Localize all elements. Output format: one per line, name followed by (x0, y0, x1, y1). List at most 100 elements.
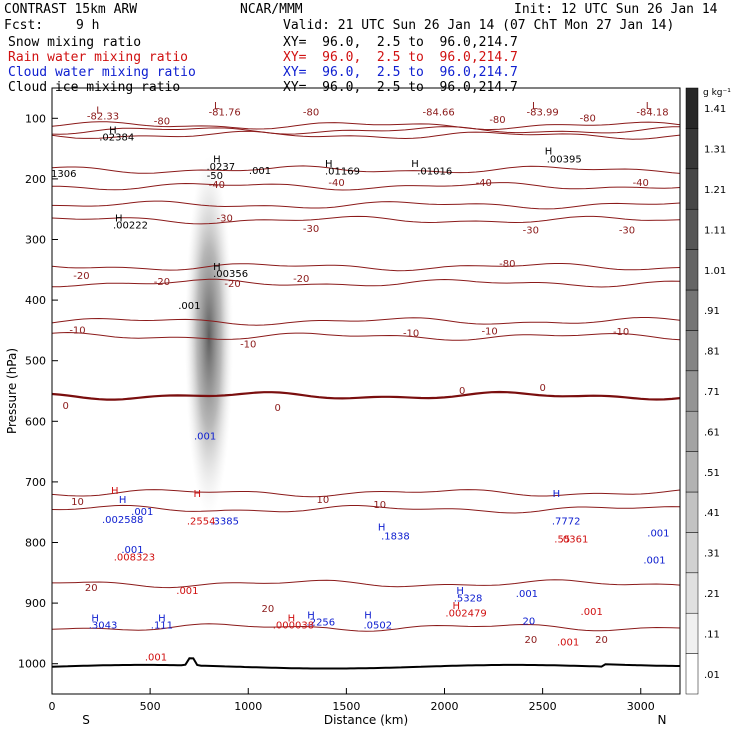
x-tick-label: 2500 (529, 700, 557, 713)
temperature-contour (52, 126, 680, 135)
contour-label: -80 (303, 107, 319, 118)
contour-label: .01016 (417, 167, 452, 178)
contour-label: -40 (633, 178, 649, 189)
field-xy-snow: XY= 96.0, 2.5 to 96.0,214.7 (283, 35, 518, 50)
y-tick-label: 900 (25, 597, 46, 610)
colorbar-level-label: .41 (704, 508, 720, 519)
contour-label: .001 (249, 166, 271, 177)
contour-label: H (111, 486, 119, 497)
model-center: NCAR/MMM (240, 2, 303, 17)
contour-label: 10 (373, 500, 386, 511)
contour-label: 20 (524, 635, 537, 646)
colorbar-segment (685, 128, 699, 170)
plot-title: CONTRAST 15km ARW (4, 2, 138, 17)
contour-label: H (553, 489, 561, 500)
contour-label: L (96, 105, 102, 116)
temperature-contour (52, 215, 680, 225)
forecast-hour: 9 h (76, 18, 100, 33)
y-axis-label: Pressure (hPa) (5, 348, 19, 434)
colorbar-segment (685, 330, 699, 372)
y-tick-label: 200 (25, 173, 46, 186)
temperature-contour (52, 182, 680, 191)
x-tick-label: 2000 (431, 700, 459, 713)
contour-label: -10 (240, 339, 256, 350)
contour-label: .001 (647, 528, 669, 539)
contour-label: .001 (194, 431, 216, 442)
contour-label: .001 (145, 653, 167, 664)
y-tick-label: 400 (25, 294, 46, 307)
contour-label: -81.76 (209, 107, 241, 118)
contour-label: .2554 (187, 516, 216, 527)
colorbar-level-label: .51 (704, 468, 720, 479)
contour-label: -10 (481, 327, 497, 338)
contour-label: .001 (121, 545, 143, 556)
colorbar-segment (685, 289, 699, 331)
y-tick-label: 100 (25, 112, 46, 125)
colorbar-level-label: 1.21 (704, 185, 726, 196)
contour-label: 0 (459, 386, 465, 397)
contour-label: .008323 (114, 553, 155, 564)
contour-label: -20 (154, 277, 170, 288)
contour-label: -50 (207, 171, 223, 182)
contour-label: .002588 (102, 515, 143, 526)
contour-label: -82.33 (87, 112, 119, 123)
surface-pressure-line (52, 657, 680, 670)
contour-label: .001 (178, 301, 200, 312)
contour-label: .2256 (307, 618, 336, 629)
contour-label: .002479 (445, 608, 486, 619)
contour-label: -20 (224, 279, 240, 290)
contour-label: H (288, 613, 296, 624)
contour-label: .000038 (273, 621, 314, 632)
south-label: S (82, 713, 90, 727)
contour-label: H (456, 586, 464, 597)
contour-label: H (109, 125, 117, 136)
contour-label: -30 (619, 225, 635, 236)
contour-label: -10 (403, 328, 419, 339)
contour-label: -80 (499, 259, 515, 270)
contour-label: .111 (151, 621, 173, 632)
contour-label: 10 (316, 495, 329, 506)
colorbar-level-label: .81 (704, 347, 720, 358)
colorbar-segment (685, 491, 699, 533)
contour-label: -30 (217, 213, 233, 224)
contour-label: H (193, 489, 201, 500)
contour-label: -80 (489, 115, 505, 126)
colorbar-segment (685, 572, 699, 614)
x-tick-label: 3000 (627, 700, 655, 713)
init-time: Init: 12 UTC Sun 26 Jan 14 (514, 2, 718, 17)
contour-label: -84.66 (422, 107, 454, 118)
field-legend-rain: Rain water mixing ratio (8, 50, 189, 65)
colorbar-level-label: .01 (704, 670, 720, 681)
temperature-contour (52, 489, 680, 498)
temperature-contour (52, 579, 680, 589)
contour-label: -30 (303, 224, 319, 235)
colorbar-unit: g kg⁻¹ (703, 88, 731, 98)
temperature-contour (52, 504, 680, 514)
contour-label: 0 (539, 383, 545, 394)
colorbar-segment (685, 370, 699, 412)
contour-label: .001 (643, 556, 665, 567)
temperature-contour (52, 263, 680, 272)
contour-label: -83.99 (527, 107, 559, 118)
colorbar-level-label: .61 (704, 427, 720, 438)
colorbar-level-label: .21 (704, 589, 720, 600)
contour-label: H (545, 147, 553, 158)
contour-label: H (91, 613, 99, 624)
contour-label: .001 (557, 638, 579, 649)
contour-label: H (307, 610, 315, 621)
contour-label: L (214, 101, 220, 112)
contour-label: 0 (275, 403, 281, 414)
colorbar-level-label: 1.01 (704, 266, 726, 277)
x-tick-label: 1500 (332, 700, 360, 713)
contour-label: .00356 (213, 269, 248, 280)
temperature-contour (52, 130, 680, 140)
contour-label: -80 (580, 113, 596, 124)
x-tick-label: 500 (140, 700, 161, 713)
temperature-contour (52, 331, 680, 341)
contour-label: -40 (328, 178, 344, 189)
temperature-contour (52, 165, 680, 174)
colorbar-segment (685, 612, 699, 654)
contour-label: .3385 (210, 516, 239, 527)
contour-label: 1306 (51, 169, 76, 180)
